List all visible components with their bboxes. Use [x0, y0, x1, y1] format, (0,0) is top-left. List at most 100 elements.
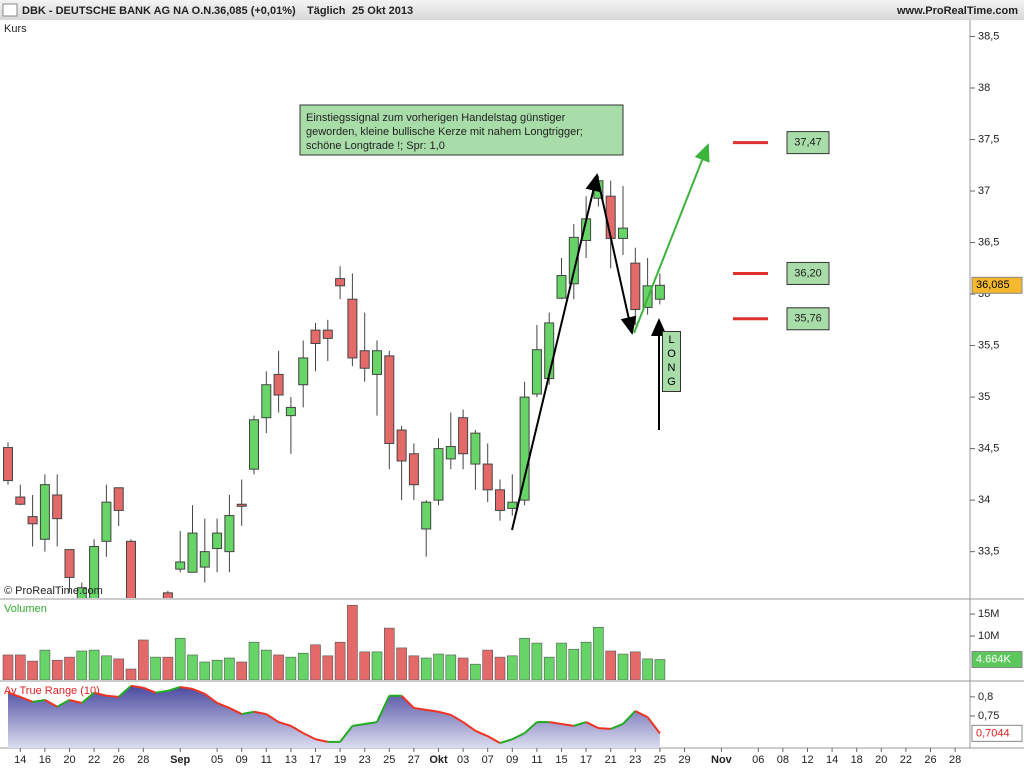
x-tick-label: 13 [285, 754, 297, 766]
x-tick-label: Sep [170, 754, 190, 766]
atr-line [56, 699, 70, 708]
candle-body [126, 540, 136, 598]
volume-bar [236, 661, 247, 680]
volume-bar [88, 649, 100, 680]
volume-bar [273, 654, 284, 680]
atr-line [19, 695, 33, 703]
x-tick-label: 19 [334, 754, 346, 766]
volume-bar [642, 658, 653, 680]
panel [7, 684, 661, 748]
arrow [511, 173, 602, 531]
atr-area [8, 685, 660, 748]
candle-body [187, 532, 198, 573]
x-tick-label: Nov [711, 754, 733, 766]
volume-bar [224, 657, 235, 680]
atr-line [646, 716, 661, 734]
atr-line [413, 706, 427, 711]
x-tick-label: 16 [39, 754, 51, 766]
x-tick-label: 20 [875, 754, 887, 766]
y-tick-label: 33,5 [978, 546, 999, 558]
volume-bar [15, 654, 26, 680]
atr-line [7, 691, 21, 698]
volume-bar [113, 658, 124, 680]
volume-bar [580, 641, 592, 680]
candle-body [3, 447, 13, 482]
last-value-box [971, 276, 1023, 294]
candle-body [482, 463, 493, 491]
symbol: DBK - DEUTSCHE BANK AG NA O.N. [22, 5, 214, 17]
source: © ProRealTime.com [4, 585, 103, 597]
level-box [786, 261, 830, 285]
y-tick-label: 37,5 [978, 133, 999, 145]
x-tick-label: 18 [851, 754, 863, 766]
volume-bar [543, 656, 555, 680]
atr-line [278, 721, 292, 727]
volume-bar [125, 668, 137, 680]
volume-bar [470, 663, 481, 680]
level-box [786, 131, 830, 155]
volume-bar [310, 644, 321, 680]
candle-body [470, 432, 481, 465]
atr-line [302, 732, 316, 741]
y-tick-label: 36,5 [978, 236, 999, 248]
x-tick-label: 05 [211, 754, 223, 766]
atr-line [69, 698, 83, 704]
annotation: schöne Longtrade !; Spr: 1,0 [306, 140, 445, 152]
x-tick-label: 25 [383, 754, 395, 766]
y-tick-label: 34,5 [978, 443, 999, 455]
candle-body [273, 373, 284, 396]
volume-bar [260, 649, 272, 680]
x-tick-label: 09 [236, 754, 248, 766]
x-tick-label: 15 [555, 754, 567, 766]
volume-bar [556, 642, 567, 680]
y-tick-label: 15M [978, 608, 999, 620]
x-tick-label: 21 [605, 754, 617, 766]
x-tick-label: 12 [801, 754, 813, 766]
x-tick-label: 25 [654, 754, 666, 766]
volume-bar [371, 651, 383, 680]
volume-bar [334, 641, 346, 680]
atr-line [426, 708, 439, 713]
atr-line [339, 725, 354, 743]
candle-body [568, 236, 579, 285]
last-value-box [971, 650, 1023, 668]
candle-body [654, 284, 665, 300]
atr-line [142, 686, 156, 694]
arrow [633, 143, 710, 334]
candle-body [544, 322, 555, 380]
annotation: geworden, kleine bullische Kerze mit nah… [306, 126, 583, 138]
atr-line [118, 685, 132, 698]
volume-bar [420, 657, 432, 680]
atr-line [400, 695, 415, 709]
volume-bar [248, 641, 260, 680]
atr-line [561, 722, 574, 727]
panel [3, 175, 665, 598]
x-tick-label: 28 [949, 754, 961, 766]
atr-line [44, 699, 58, 708]
atr-line [265, 713, 280, 723]
atr-line [598, 727, 611, 730]
volume-bar [187, 654, 198, 680]
volume-bar [2, 654, 14, 680]
volume-bar [494, 656, 506, 680]
volume-bar [445, 654, 457, 680]
candle-body [384, 355, 395, 444]
volume-bar [322, 655, 334, 680]
level-label: 35,76 [794, 313, 822, 325]
x-tick-label: 14 [14, 754, 26, 766]
atr-line [585, 721, 599, 730]
candle-body [531, 349, 542, 395]
annotation: Einstiegssignal zum vorherigen Handelsta… [306, 112, 566, 124]
candle-body [224, 515, 235, 553]
volume-bar [76, 650, 88, 680]
atr-line [228, 707, 243, 715]
candle-body [408, 453, 419, 486]
x-tick-label: 11 [531, 754, 542, 766]
candle-body [39, 484, 50, 540]
x-tick-label: 23 [359, 754, 371, 766]
y-tick-label: 35,5 [978, 339, 999, 351]
atr-line [438, 710, 452, 716]
site[interactable]: www.ProRealTime.com [896, 5, 1018, 17]
y-tick-label: 37 [978, 185, 990, 197]
